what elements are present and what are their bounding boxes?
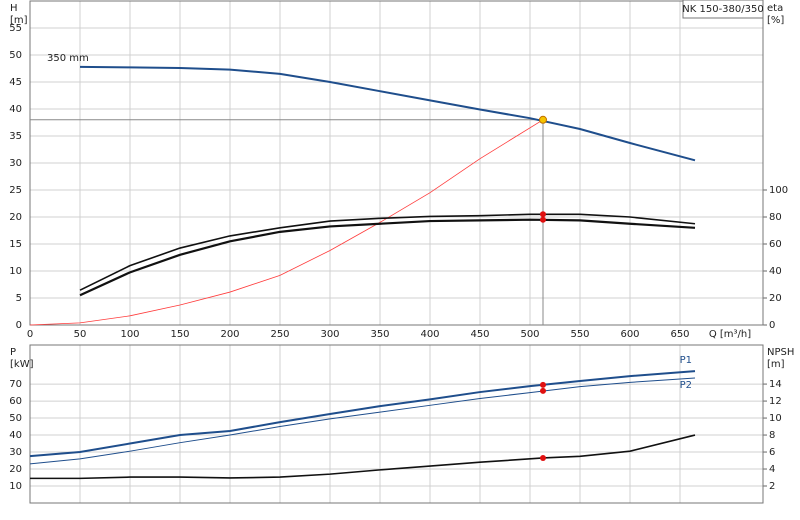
annotation: 350 mm	[47, 53, 89, 64]
y2-tick-label: 6	[769, 447, 775, 458]
curve	[29, 377, 696, 465]
curve	[79, 213, 696, 291]
curve	[79, 218, 696, 297]
y-tick-label: 10	[9, 266, 22, 277]
y2-tick-label: 0	[769, 320, 775, 331]
y2-tick-label: 8	[769, 430, 775, 441]
y-tick-label: 70	[9, 379, 22, 390]
y-tick-label: 40	[9, 430, 22, 441]
y2-axis-label: NPSH	[767, 347, 794, 358]
chart-title: NK 150-380/350	[682, 4, 763, 15]
y-tick-label: 30	[9, 158, 22, 169]
x-tick-label: 650	[670, 329, 689, 340]
marker	[540, 387, 546, 394]
x-axis-label: Q [m³/h]	[709, 329, 751, 340]
x-tick-label: 350	[370, 329, 389, 340]
y-axis-unit: [m]	[10, 15, 28, 26]
curve	[29, 119, 544, 326]
plot-frame	[29, 0, 764, 326]
marker	[540, 454, 546, 461]
y2-tick-label: 20	[769, 293, 782, 304]
y-tick-label: 50	[9, 50, 22, 61]
marker	[540, 381, 546, 388]
x-tick-label: 250	[270, 329, 289, 340]
y-tick-label: 20	[9, 212, 22, 223]
x-tick-label: 500	[520, 329, 539, 340]
y-axis-label: P	[10, 347, 16, 358]
y2-tick-label: 80	[769, 212, 782, 223]
y-tick-label: 55	[9, 23, 22, 34]
y-axis-unit: [kW]	[10, 359, 34, 370]
y-axis-label: H	[10, 3, 18, 14]
x-tick-label: 100	[120, 329, 139, 340]
y-tick-label: 40	[9, 104, 22, 115]
y-tick-label: 5	[16, 293, 22, 304]
y2-tick-label: 2	[769, 481, 775, 492]
plot-frame	[29, 344, 764, 504]
x-tick-label: 300	[320, 329, 339, 340]
y-tick-label: 45	[9, 77, 22, 88]
y-tick-label: 50	[9, 413, 22, 424]
y2-axis-label: eta	[767, 3, 783, 14]
x-tick-label: 600	[620, 329, 639, 340]
x-tick-label: 400	[420, 329, 439, 340]
curve	[30, 434, 696, 480]
marker	[540, 211, 546, 218]
y2-tick-label: 100	[769, 185, 788, 196]
series-label: P1	[680, 355, 692, 366]
marker	[540, 216, 546, 223]
x-tick-label: 450	[470, 329, 489, 340]
y-tick-label: 0	[16, 320, 22, 331]
y2-tick-label: 60	[769, 239, 782, 250]
y-tick-label: 25	[9, 185, 22, 196]
y2-tick-label: 14	[769, 379, 782, 390]
y-tick-label: 30	[9, 447, 22, 458]
y2-axis-unit: [%]	[767, 15, 784, 26]
y-tick-label: 15	[9, 239, 22, 250]
y-tick-label: 20	[9, 464, 22, 475]
x-tick-label: 200	[220, 329, 239, 340]
series-label: P2	[680, 380, 692, 391]
x-tick-label: 150	[170, 329, 189, 340]
y2-tick-label: 4	[769, 464, 775, 475]
curve	[79, 65, 696, 162]
title-box	[682, 0, 764, 19]
y2-tick-label: 12	[769, 396, 782, 407]
curve	[29, 370, 696, 458]
x-tick-label: 50	[74, 329, 87, 340]
y-tick-label: 10	[9, 481, 22, 492]
x-tick-label: 0	[27, 329, 33, 340]
y2-tick-label: 40	[769, 266, 782, 277]
y2-axis-unit: [m]	[767, 359, 785, 370]
y-tick-label: 60	[9, 396, 22, 407]
y2-tick-label: 10	[769, 413, 782, 424]
duty-point	[539, 115, 547, 124]
x-tick-label: 550	[570, 329, 589, 340]
y-tick-label: 35	[9, 131, 22, 142]
